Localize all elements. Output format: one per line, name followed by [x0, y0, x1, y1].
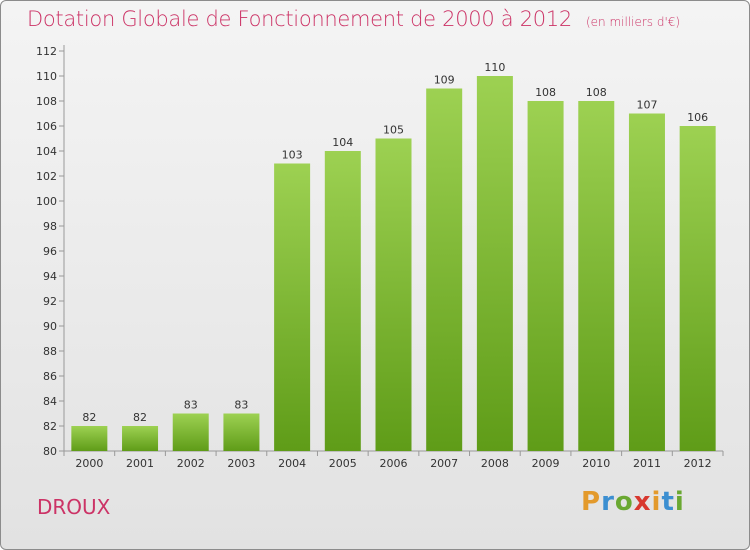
- x-tick-label: 2004: [278, 457, 306, 470]
- logo-letter: r: [601, 487, 615, 517]
- bar-value-label: 82: [82, 411, 96, 424]
- y-tick-label: 102: [36, 170, 57, 183]
- logo-letter: P: [581, 487, 602, 517]
- y-tick-label: 88: [43, 345, 57, 358]
- logo-letter: o: [614, 487, 634, 517]
- y-tick-label: 98: [43, 220, 57, 233]
- bar-2002: [172, 413, 209, 451]
- logo-letter: x: [633, 487, 652, 517]
- y-tick-label: 96: [43, 245, 57, 258]
- x-tick-label: 2003: [227, 457, 255, 470]
- bar-2001: [122, 426, 159, 451]
- x-tick-label: 2000: [75, 457, 103, 470]
- y-tick-label: 100: [36, 195, 57, 208]
- y-tick-label: 108: [36, 95, 57, 108]
- x-tick-label: 2011: [633, 457, 661, 470]
- x-tick-label: 2006: [380, 457, 408, 470]
- bar-value-label: 83: [184, 399, 198, 412]
- bar-value-label: 108: [586, 86, 607, 99]
- y-tick-label: 90: [43, 320, 57, 333]
- y-tick-label: 82: [43, 420, 57, 433]
- x-tick-label: 2001: [126, 457, 154, 470]
- bar-value-label: 82: [133, 411, 147, 424]
- y-tick-label: 106: [36, 120, 57, 133]
- bar-2012: [679, 126, 716, 451]
- bar-2000: [71, 426, 108, 451]
- bar-value-label: 103: [282, 149, 303, 162]
- bar-value-label: 110: [484, 61, 505, 74]
- chart-title: Dotation Globale de Fonctionnement de 20…: [27, 7, 680, 31]
- bar-2007: [426, 88, 463, 451]
- chart-title-text: Dotation Globale de Fonctionnement de 20…: [27, 7, 572, 31]
- bar-value-label: 104: [332, 136, 353, 149]
- x-tick-label: 2009: [532, 457, 560, 470]
- commune-name: DROUX: [37, 495, 111, 519]
- logo-letter: t: [661, 487, 675, 517]
- bar-2011: [628, 113, 665, 451]
- logo-letter: i: [651, 487, 662, 517]
- y-tick-label: 86: [43, 370, 57, 383]
- y-tick-label: 94: [43, 270, 57, 283]
- x-tick-label: 2007: [430, 457, 458, 470]
- bar-2003: [223, 413, 260, 451]
- logo-letter: i: [674, 487, 685, 517]
- chart-subtitle: (en milliers d'€): [585, 15, 681, 29]
- bar-value-label: 109: [434, 74, 455, 87]
- y-tick-label: 80: [43, 445, 57, 458]
- bar-value-label: 106: [687, 111, 708, 124]
- y-tick-label: 84: [43, 395, 57, 408]
- bar-value-label: 105: [383, 124, 404, 137]
- bar-2004: [274, 163, 311, 451]
- bar-2008: [476, 76, 513, 451]
- x-tick-label: 2002: [177, 457, 205, 470]
- bar-value-label: 108: [535, 86, 556, 99]
- bar-2009: [527, 101, 564, 451]
- y-tick-label: 112: [36, 45, 57, 58]
- x-tick-label: 2012: [684, 457, 712, 470]
- bar-value-label: 83: [234, 399, 248, 412]
- y-tick-label: 110: [36, 70, 57, 83]
- bar-2005: [324, 151, 361, 451]
- bar-value-label: 107: [636, 99, 657, 112]
- bar-2006: [375, 138, 412, 451]
- y-tick-label: 104: [36, 145, 57, 158]
- x-tick-label: 2010: [582, 457, 610, 470]
- x-tick-label: 2008: [481, 457, 509, 470]
- x-tick-label: 2005: [329, 457, 357, 470]
- proxiti-logo: Proxiti: [581, 487, 685, 517]
- y-tick-label: 92: [43, 295, 57, 308]
- bar-2010: [578, 101, 615, 451]
